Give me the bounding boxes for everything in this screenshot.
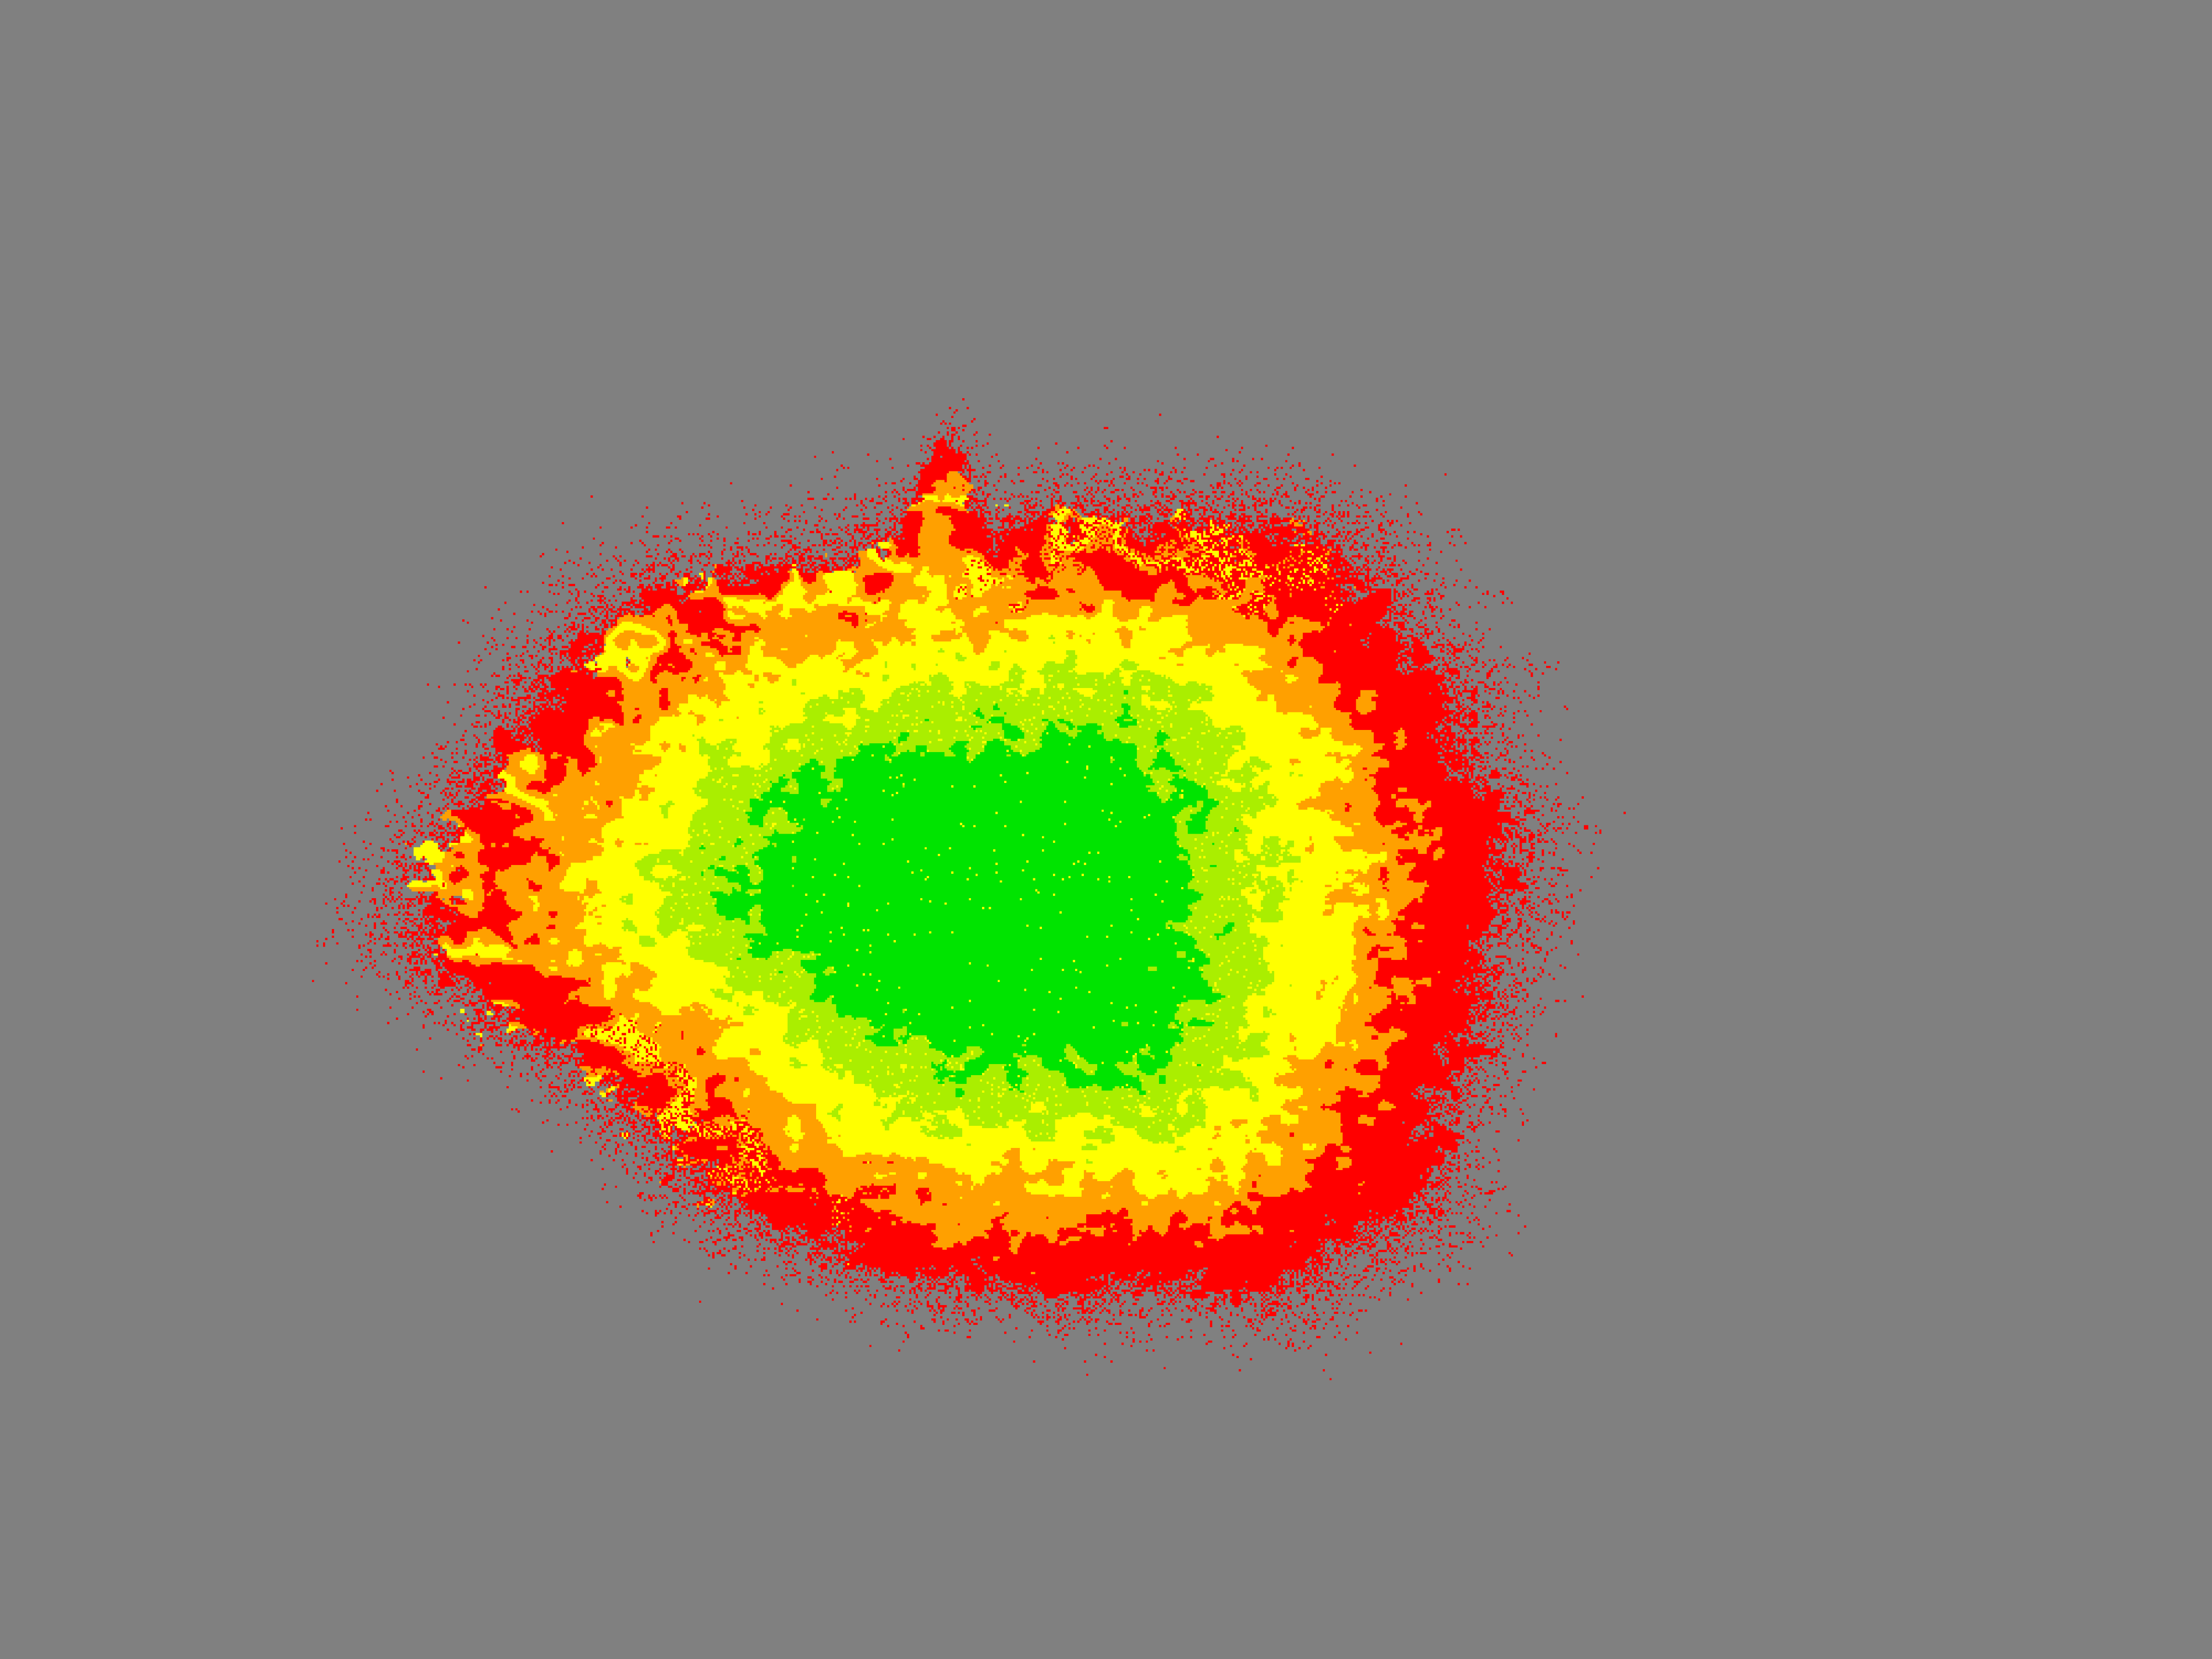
map-canvas-background — [0, 0, 2212, 1659]
suitability-raster-canvas — [0, 0, 2212, 1659]
